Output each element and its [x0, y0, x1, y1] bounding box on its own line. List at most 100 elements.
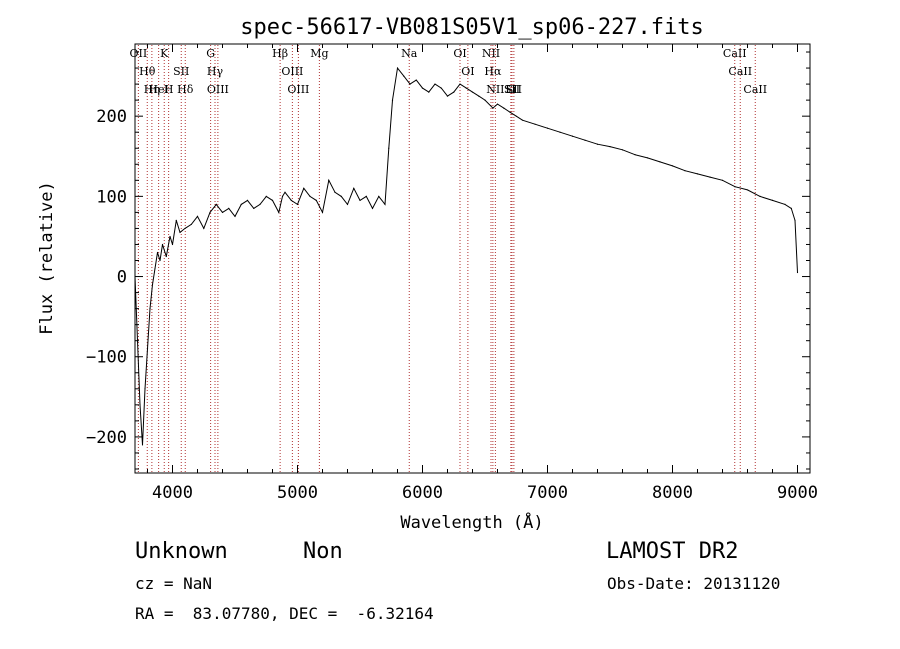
line-label-23-0: SII — [506, 83, 522, 96]
spectrum-point-0-58 — [428, 91, 430, 93]
spectrum-point-0-97 — [796, 271, 799, 274]
spectrum-point-0-2 — [139, 404, 141, 406]
spectrum-point-0-26 — [240, 203, 242, 205]
spectrum-point-0-5 — [146, 348, 149, 350]
y-tick-label-3: 100 — [96, 187, 127, 207]
line-label-22-0: SII — [504, 83, 520, 96]
spectrum-point-0-38 — [309, 195, 311, 197]
spectrum-point-0-69 — [496, 103, 499, 105]
x-tick-label-4: 8000 — [652, 483, 693, 503]
spectrum-point-0-40 — [321, 211, 324, 213]
spectrum-point-0-29 — [259, 203, 261, 205]
line-label-17-0: OI — [461, 65, 474, 78]
spectrum-point-0-49 — [378, 195, 380, 197]
y-tick-label-0: −200 — [86, 428, 127, 448]
spectrum-point-0-53 — [396, 67, 399, 69]
x-axis-label: Wavelength (Å) — [400, 511, 543, 533]
spectrum-point-0-23 — [221, 211, 224, 213]
line-label-7-0: Hδ — [177, 83, 194, 96]
spectrum-point-0-96 — [794, 219, 796, 222]
spectrum-point-0-59 — [434, 83, 436, 85]
spectrum-point-0-36 — [296, 203, 299, 205]
spectrum-point-0-80 — [609, 146, 611, 148]
spectrum-point-0-94 — [784, 203, 786, 205]
spectrum-point-0-70 — [503, 107, 505, 109]
line-label-6-0: SII — [173, 65, 189, 78]
spectrum-point-0-9 — [156, 251, 159, 254]
spectrum-point-0-64 — [465, 87, 467, 89]
spectrum-point-0-50 — [384, 203, 386, 205]
spectrum-point-0-81 — [621, 149, 624, 151]
spectrum-point-0-91 — [746, 189, 749, 191]
redshift-cz: cz = NaN — [135, 574, 213, 593]
spectrum-point-0-84 — [659, 161, 661, 163]
spectrum-point-0-13 — [169, 235, 171, 238]
spectrum-point-0-12 — [165, 255, 167, 258]
spectrum-point-0-7 — [151, 283, 154, 286]
line-label-16-0: OI — [453, 47, 466, 60]
y-tick-label-2: 0 — [117, 268, 127, 288]
spectrum-chart: spec-56617-VB081S05V1_sp06-227.fits OII H… — [37, 15, 818, 533]
spectrum-point-0-92 — [759, 195, 761, 197]
line-label-11-0: Hβ — [272, 47, 288, 60]
spectrum-point-0-35 — [290, 199, 292, 201]
line-label-14-0: Mg — [310, 47, 328, 60]
spectrum-point-0-88 — [709, 176, 711, 178]
spectrum-point-0-63 — [459, 83, 461, 85]
spectrum-point-0-52 — [391, 99, 394, 101]
spectrum-point-0-83 — [646, 157, 649, 159]
spectrum-point-0-41 — [328, 179, 330, 181]
spectrum-point-0-95 — [790, 207, 792, 209]
obs-date: Obs-Date: 20131120 — [607, 574, 781, 593]
line-label-12-0: OIII — [281, 65, 303, 78]
x-tick-label-0: 4000 — [152, 483, 193, 503]
spectrum-point-0-55 — [409, 83, 411, 85]
line-label-15-0: Na — [401, 47, 418, 60]
line-label-21-0: Li — [505, 83, 516, 96]
spectrum-point-0-76 — [559, 131, 561, 133]
line-label-2-0: Hη — [144, 83, 160, 96]
spectrum-point-0-75 — [546, 127, 549, 129]
chart-title: spec-56617-VB081S05V1_sp06-227.fits — [240, 15, 704, 40]
spectrum-point-0-57 — [421, 87, 424, 89]
y-axis-label: Flux (relative) — [37, 181, 57, 335]
survey-name: LAMOST DR2 — [606, 539, 739, 564]
y-tick-label-4: 200 — [96, 107, 127, 127]
spectrum-point-0-47 — [365, 195, 367, 197]
line-label-0-0: OII — [130, 47, 148, 60]
spectrum-point-0-56 — [415, 79, 417, 81]
spectrum-point-0-32 — [278, 211, 280, 213]
line-label-8-0: G — [206, 47, 215, 60]
spectrum-point-0-33 — [281, 195, 284, 197]
spectrum-point-0-51 — [388, 147, 390, 149]
x-tick-label-2: 6000 — [402, 483, 443, 503]
x-tick-label-1: 5000 — [277, 483, 318, 503]
spectrum-point-0-20 — [203, 227, 205, 230]
spectrum-point-0-16 — [179, 231, 181, 234]
y-tick-label-1: −100 — [86, 348, 127, 368]
spectrum-point-0-71 — [509, 111, 511, 113]
spectrum-point-0-24 — [228, 207, 230, 209]
spectrum-point-0-28 — [253, 207, 255, 209]
line-label-10-0: OIII — [207, 83, 229, 96]
object-subclass: Non — [303, 539, 343, 564]
line-label-19-0: Hα — [484, 65, 502, 78]
line-label-26-0: CaII — [743, 83, 767, 96]
spectrum-point-0-27 — [246, 199, 249, 201]
spectral-line-markers — [137, 45, 756, 472]
line-label-24-0: CaII — [723, 47, 747, 60]
spectrum-point-0-3 — [141, 444, 144, 446]
spectrum-point-0-43 — [340, 195, 342, 197]
spectrum-point-0-8 — [154, 267, 156, 270]
spectrum-point-0-86 — [684, 170, 686, 172]
spectrum-point-0-10 — [159, 259, 161, 262]
spectrum-point-0-25 — [234, 215, 236, 218]
spectrum-point-0-14 — [171, 243, 174, 246]
spectrum-point-0-22 — [215, 203, 217, 205]
spectrum-point-0-85 — [671, 165, 674, 167]
spectrum-point-0-17 — [184, 227, 186, 230]
spectrum-point-0-34 — [284, 191, 286, 193]
line-label-18-0: NII — [482, 47, 500, 60]
x-tick-label-3: 7000 — [527, 483, 568, 503]
line-label-13-0: OIII — [287, 83, 309, 96]
